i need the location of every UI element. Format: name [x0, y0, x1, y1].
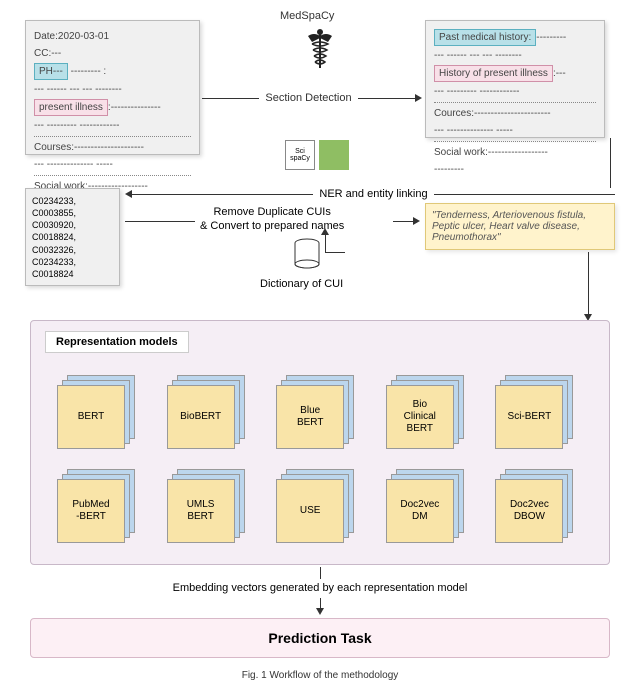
representation-models-box: Representation models BERT BioBERT Blue … [30, 320, 610, 565]
model-doc2vec-dbow: Doc2vec DBOW [495, 479, 563, 543]
divider [34, 175, 191, 176]
model-stack: Doc2vec DM [386, 469, 464, 543]
model-stack: BioBERT [167, 375, 245, 449]
divider [434, 141, 596, 142]
caduceus-icon [300, 28, 340, 75]
section-detection-label: Section Detection [259, 92, 357, 104]
connector-line [325, 232, 326, 252]
cui-item: C0032326, [32, 244, 113, 256]
doc-line: Social work:------------------ [434, 145, 596, 160]
connector-line [325, 252, 345, 253]
model-bert: BERT [57, 385, 125, 449]
highlight-hpi: History of present illness [434, 65, 553, 82]
cui-item: C0234233, [32, 195, 113, 207]
terms-output-box: "Tenderness, Arteriovenous fistula, Pept… [425, 203, 615, 250]
highlight-pmh: Past medical history: [434, 29, 536, 46]
doc-line: --------- [434, 162, 596, 177]
doc-line: --- ------ --- --- -------- [434, 48, 596, 63]
model-bluebert: Blue BERT [276, 385, 344, 449]
workflow-diagram: Date:2020-03-01 CC:--- PH--- --------- :… [0, 0, 640, 695]
model-stack: PubMed -BERT [57, 469, 135, 543]
dictionary-label: Dictionary of CUI [260, 278, 343, 290]
doc-line: --- --------- ------------ [34, 118, 191, 133]
cui-list-box: C0234233, C0003855, C0030920, C0018824, … [25, 188, 120, 286]
ner-label: NER and entity linking [313, 188, 433, 200]
cui-item: C0018824, [32, 231, 113, 243]
figure-caption: Fig. 1 Workflow of the methodology [0, 670, 640, 681]
cui-item: C0018824 [32, 268, 113, 280]
doc-line: Date:2020-03-01 [34, 29, 191, 44]
cui-item: C0234233, [32, 256, 113, 268]
model-umlsbert: UMLS BERT [167, 479, 235, 543]
doc-line: Cources:----------------------- [434, 106, 596, 121]
connector-line [320, 567, 321, 579]
doc-line: --- -------------- ----- [34, 157, 191, 172]
nltk-icon [319, 140, 349, 170]
prediction-task-box: Prediction Task [30, 618, 610, 658]
prediction-task-label: Prediction Task [268, 630, 371, 646]
model-doc2vec-dm: Doc2vec DM [386, 479, 454, 543]
doc-line: --- ------ --- --- -------- [34, 82, 191, 97]
section-detection-arrow: Section Detection [202, 92, 422, 104]
cui-item: C0030920, [32, 219, 113, 231]
models-grid: BERT BioBERT Blue BERT Bio Clinical BERT… [45, 365, 595, 553]
doc-line: --- -------------- ----- [434, 123, 596, 138]
model-use: USE [276, 479, 344, 543]
connector-line [610, 138, 611, 188]
highlight-ph: PH--- [34, 63, 68, 80]
connector-line [588, 252, 589, 318]
cui-item: C0003855, [32, 207, 113, 219]
arrow-head [316, 608, 324, 615]
input-document-right: Past medical history:--------- --- -----… [425, 20, 605, 138]
scispacy-icon: Sci spaCy [285, 140, 315, 170]
model-stack: USE [276, 469, 354, 543]
doc-line: Courses:--------------------- [34, 140, 191, 155]
ner-arrow: NER and entity linking [125, 188, 615, 200]
models-title: Representation models [45, 331, 189, 353]
doc-line: Past medical history:--------- [434, 29, 596, 46]
model-stack: UMLS BERT [167, 469, 245, 543]
dictionary-icon [293, 238, 321, 273]
model-bioclinicalbert: Bio Clinical BERT [386, 385, 454, 449]
highlight-pi: present illness [34, 99, 108, 116]
model-pubmedbert: PubMed -BERT [57, 479, 125, 543]
model-stack: Blue BERT [276, 375, 354, 449]
doc-line: --- --------- ------------ [434, 84, 596, 99]
doc-line: present illness:--------------- [34, 99, 191, 116]
model-biobert: BioBERT [167, 385, 235, 449]
arrow-head [321, 228, 329, 235]
model-stack: BERT [57, 375, 135, 449]
medspacy-label: MedSpaCy [280, 10, 334, 22]
input-document-left: Date:2020-03-01 CC:--- PH--- --------- :… [25, 20, 200, 155]
model-stack: Doc2vec DBOW [495, 469, 573, 543]
divider [434, 102, 596, 103]
model-stack: Bio Clinical BERT [386, 375, 464, 449]
doc-line: History of present illness:--- [434, 65, 596, 82]
model-scibert: Sci-BERT [495, 385, 563, 449]
model-stack: Sci-BERT [495, 375, 573, 449]
doc-line: PH--- --------- : [34, 63, 191, 80]
doc-line: CC:--- [34, 46, 191, 61]
divider [34, 136, 191, 137]
embedding-label: Embedding vectors generated by each repr… [130, 582, 510, 594]
sci-nltk-logos: Sci spaCy [285, 140, 349, 170]
